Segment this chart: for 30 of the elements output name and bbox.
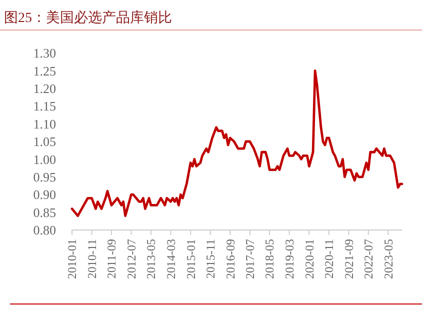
y-tick-label: 1.25 bbox=[33, 63, 56, 78]
line-series bbox=[70, 70, 404, 218]
y-tick-label: 1.30 bbox=[33, 46, 56, 61]
x-tick-label: 2011-09 bbox=[104, 239, 119, 279]
x-tick-label: 2022-07 bbox=[362, 239, 376, 279]
x-tick-label: 2018-05 bbox=[262, 239, 277, 279]
y-tick-label: 0.80 bbox=[33, 222, 56, 238]
y-tick-label: 0.95 bbox=[33, 169, 56, 184]
y-tick-label: 1.10 bbox=[33, 116, 56, 132]
x-tick-label: 2020-01 bbox=[302, 239, 316, 279]
x-tick-label: 2013-05 bbox=[144, 239, 158, 279]
x-tick-label: 2014-03 bbox=[164, 239, 178, 279]
y-tick-label: 1.05 bbox=[33, 134, 56, 150]
x-tick-label: 2019-03 bbox=[282, 239, 296, 279]
x-tick-label: 2010-01 bbox=[65, 239, 80, 279]
x-tick-label: 2023-05 bbox=[381, 239, 396, 279]
x-tick-label: 2015-11 bbox=[204, 239, 218, 279]
y-tick-label: 1.15 bbox=[33, 98, 56, 114]
x-tick-label: 2021-09 bbox=[342, 239, 356, 279]
y-tick-label: 0.90 bbox=[33, 187, 56, 202]
x-tick-label: 2017-07 bbox=[242, 239, 257, 279]
x-tick-label: 2010-11 bbox=[84, 239, 99, 279]
chart-title: 图25：美国必选产品库销比 bbox=[4, 10, 172, 26]
x-tick-label: 2016-09 bbox=[223, 239, 238, 279]
x-tick-label: 2015-01 bbox=[184, 239, 198, 279]
y-tick-label: 1.20 bbox=[33, 80, 56, 96]
x-tick-label: 2020-11 bbox=[322, 239, 336, 279]
x-tick-label: 2012-07 bbox=[124, 239, 138, 279]
y-tick-label: 1.00 bbox=[33, 152, 56, 167]
y-tick-label: 0.85 bbox=[33, 204, 56, 220]
